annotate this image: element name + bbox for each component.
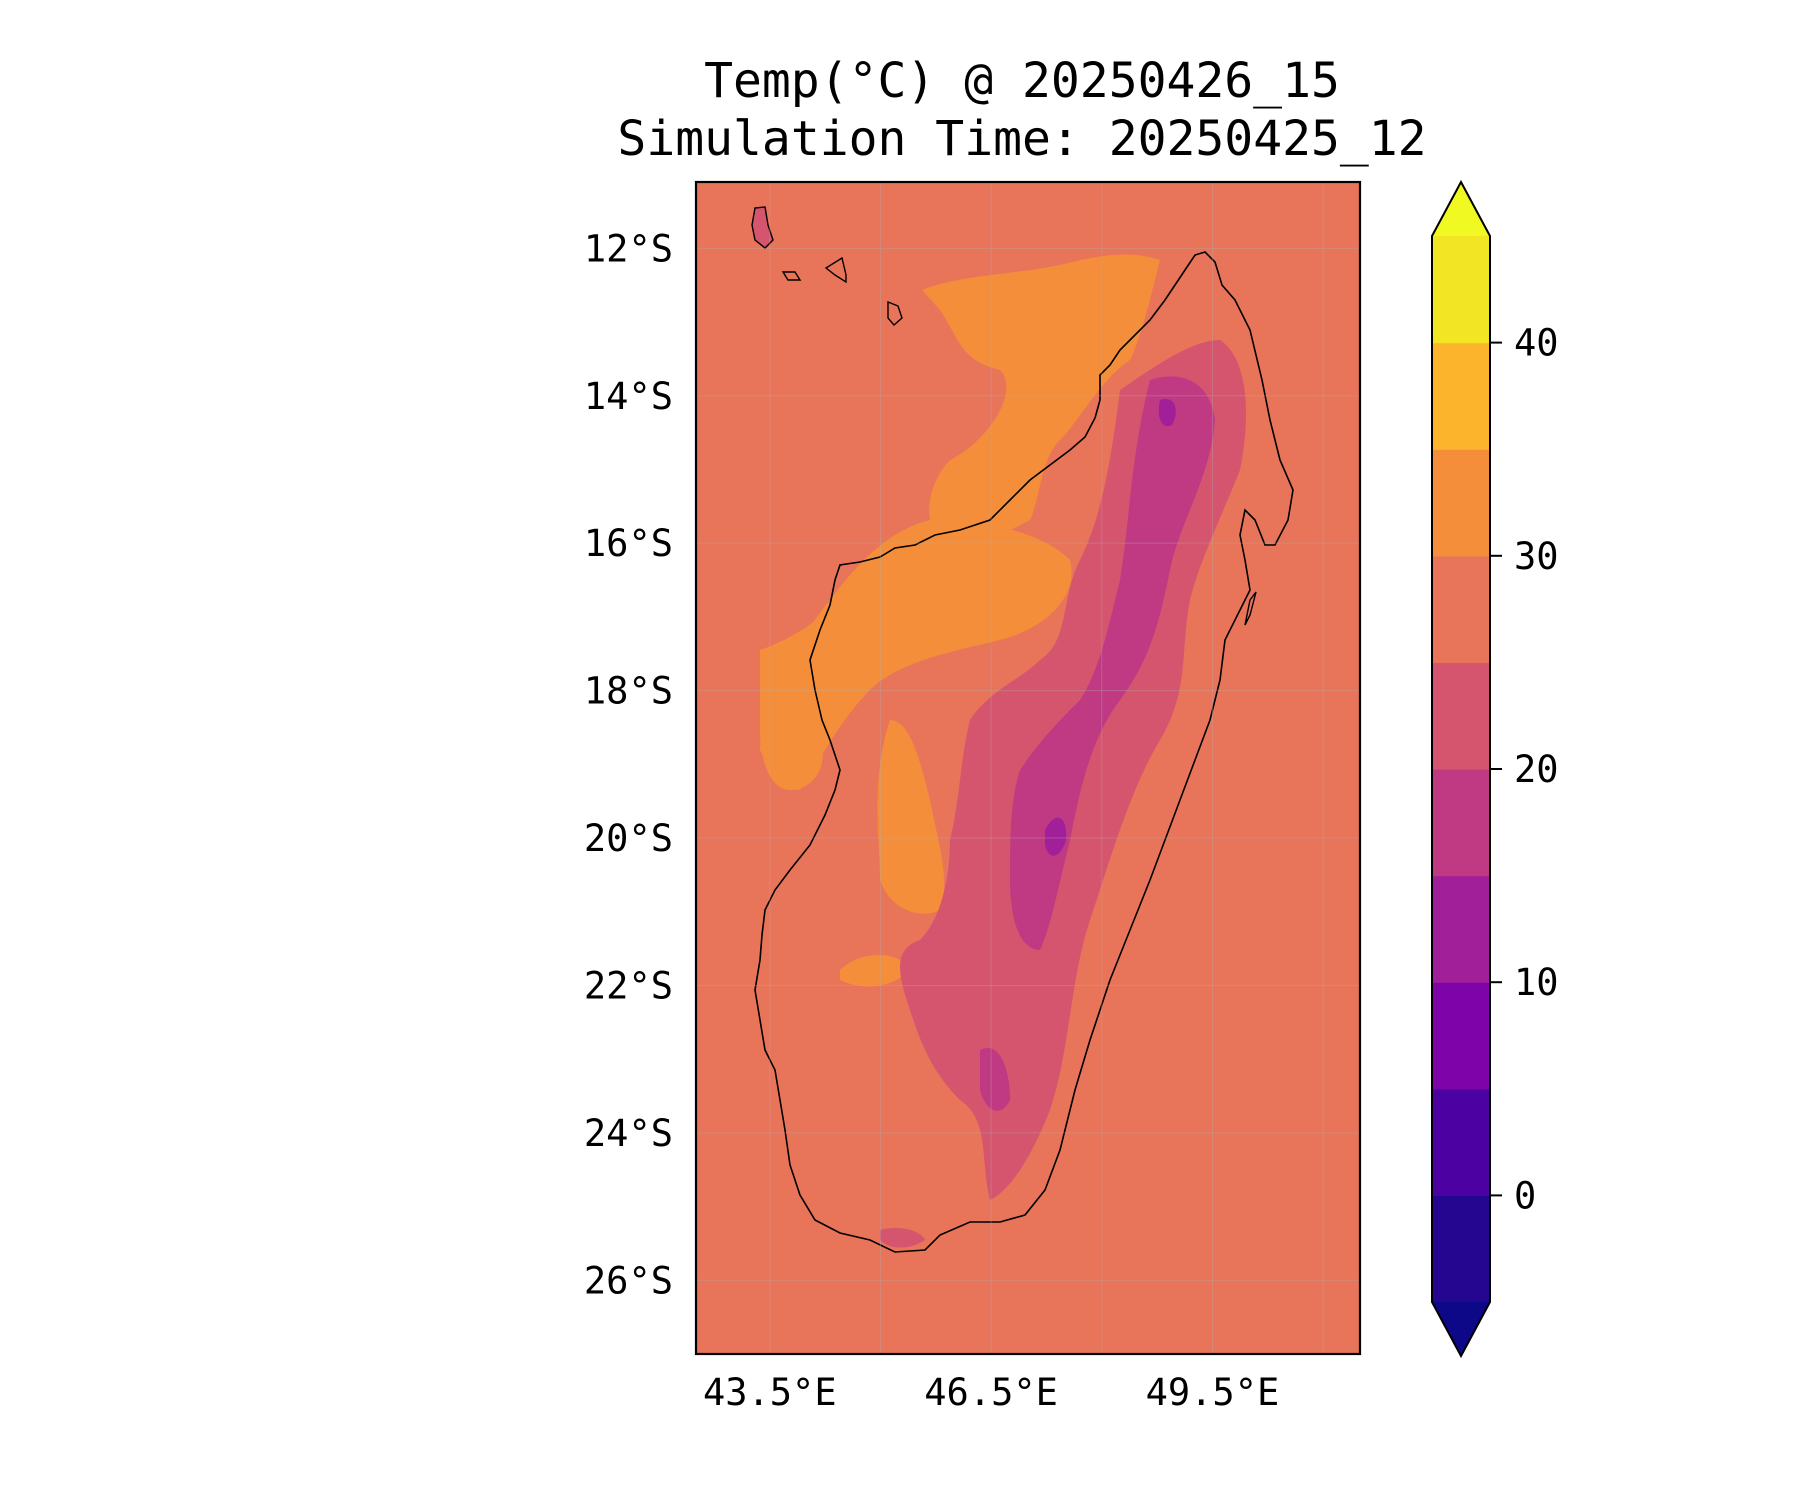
- lat-tick-label: 18°S: [584, 670, 673, 713]
- lat-tick-label: 12°S: [584, 227, 673, 270]
- warm-region-northwest: [922, 254, 1160, 549]
- island-anjouan: [824, 256, 847, 284]
- island-moheli: [781, 271, 802, 281]
- colorbar-tick-label: 10: [1514, 961, 1559, 1004]
- colorbar-outline: [1431, 179, 1491, 1359]
- lon-tick-label: 46.5°E: [924, 1371, 1058, 1414]
- warm-region-offshore-west: [760, 600, 840, 790]
- highland-peak: [1045, 817, 1067, 856]
- lat-tick-label: 22°S: [584, 964, 673, 1007]
- colorbar-level: [1432, 769, 1490, 877]
- colorbar-tick-label: 0: [1514, 1174, 1536, 1217]
- title-line-2: Simulation Time: 20250425_12: [617, 111, 1426, 167]
- colorbar-level: [1432, 982, 1490, 1090]
- cold-highlands-core: [1010, 376, 1215, 950]
- colorbar-level: [1432, 342, 1490, 450]
- lat-tick-label: 20°S: [584, 817, 673, 860]
- island-grande-comore: [751, 206, 774, 249]
- longitude-labels: 43.5°E 46.5°E 49.5°E: [703, 1371, 1279, 1414]
- map-frame: [694, 180, 1362, 1356]
- island-sainte-marie: [1244, 591, 1257, 626]
- lat-tick-label: 26°S: [584, 1259, 673, 1302]
- cold-highlands-south: [980, 1048, 1010, 1111]
- island-mayotte: [887, 300, 903, 326]
- colorbar-extend-under: [1432, 1302, 1490, 1356]
- colorbar-extend-over: [1432, 182, 1490, 236]
- warm-region-central-west: [877, 720, 945, 914]
- colorbar-level: [1432, 555, 1490, 663]
- colorbar-level: [1432, 1088, 1490, 1196]
- gridlines: [696, 182, 1360, 1354]
- lon-tick-label: 49.5°E: [1146, 1371, 1280, 1414]
- map-panel: 12°S14°S16°S18°S20°S22°S24°S26°S 43.5°E 4…: [584, 180, 1362, 1414]
- colorbar-tick-label: 20: [1514, 748, 1559, 791]
- colorbar-level: [1432, 236, 1490, 344]
- warm-region-west-coast: [760, 520, 1072, 790]
- lat-tick-label: 14°S: [584, 375, 673, 418]
- colorbar-tick-label: 30: [1514, 535, 1559, 578]
- warm-region-southwest: [840, 955, 910, 987]
- colorbar-level: [1432, 875, 1490, 983]
- title-line-1: Temp(°C) @ 20250426_15: [704, 53, 1340, 109]
- colorbar-level: [1432, 449, 1490, 557]
- colorbar-tick-label: 40: [1514, 322, 1559, 365]
- cool-region-south-coast: [880, 1228, 925, 1248]
- madagascar-coastline: [754, 251, 1294, 1253]
- colorbar-level: [1432, 1195, 1490, 1303]
- latitude-labels: 12°S 14°S 16°S 18°S 20°S 22°S 24°S 26°S: [584, 227, 673, 1302]
- lat-tick-label: 16°S: [584, 522, 673, 565]
- lat-tick-label: 24°S: [584, 1112, 673, 1155]
- colorbar-level: [1432, 662, 1490, 770]
- colorbar: 0 10 20 30 40: [1431, 179, 1559, 1359]
- lon-tick-label: 43.5°E: [703, 1371, 837, 1414]
- highland-peak-north: [1158, 399, 1176, 427]
